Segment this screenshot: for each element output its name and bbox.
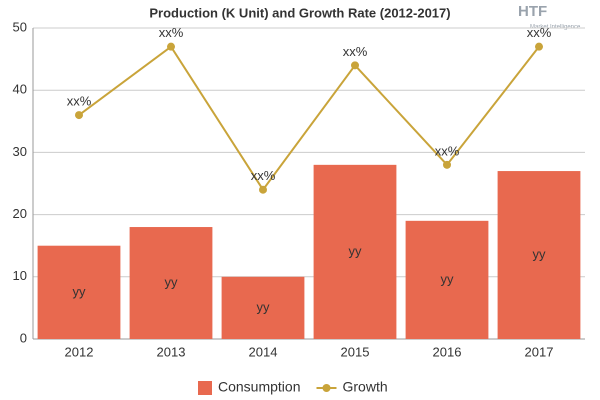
point <box>535 42 543 51</box>
data-label: xx% <box>527 25 552 40</box>
point <box>167 42 175 51</box>
x-tick-label: 2017 <box>525 344 554 359</box>
data-label: xx% <box>343 44 368 59</box>
data-label: yy <box>349 243 363 258</box>
bar <box>129 227 213 339</box>
bar <box>221 276 305 339</box>
legend-swatch <box>198 381 212 395</box>
data-label: yy <box>441 271 455 286</box>
chart-title: Production (K Unit) and Growth Rate (201… <box>149 5 450 20</box>
data-label: yy <box>533 246 547 261</box>
x-tick-label: 2012 <box>65 344 94 359</box>
logo: HTF <box>518 3 547 20</box>
y-tick-label: 50 <box>13 19 27 34</box>
data-label: xx% <box>159 25 184 40</box>
y-tick-label: 10 <box>13 268 27 283</box>
data-label: xx% <box>67 94 92 109</box>
bar <box>37 245 121 339</box>
data-label: yy <box>73 284 87 299</box>
y-tick-label: 40 <box>13 82 27 97</box>
y-tick-label: 0 <box>20 330 27 345</box>
x-tick-label: 2016 <box>433 344 462 359</box>
point <box>259 185 267 194</box>
data-label: yy <box>257 299 271 314</box>
y-tick-label: 20 <box>13 206 27 221</box>
y-tick-label: 30 <box>13 144 27 159</box>
line <box>78 45 540 192</box>
legend-label: Consumption <box>218 379 301 395</box>
point <box>443 160 451 169</box>
point <box>351 61 359 70</box>
data-label: yy <box>165 274 179 289</box>
legend-label: Growth <box>343 379 388 395</box>
x-tick-label: 2015 <box>341 344 370 359</box>
data-label: xx% <box>435 143 460 158</box>
bar <box>405 220 489 339</box>
point <box>75 111 83 120</box>
bar <box>313 164 397 339</box>
bar <box>497 171 581 339</box>
data-label: xx% <box>251 168 276 183</box>
legend-swatch <box>322 384 331 392</box>
x-tick-label: 2013 <box>157 344 186 359</box>
x-tick-label: 2014 <box>249 344 278 359</box>
